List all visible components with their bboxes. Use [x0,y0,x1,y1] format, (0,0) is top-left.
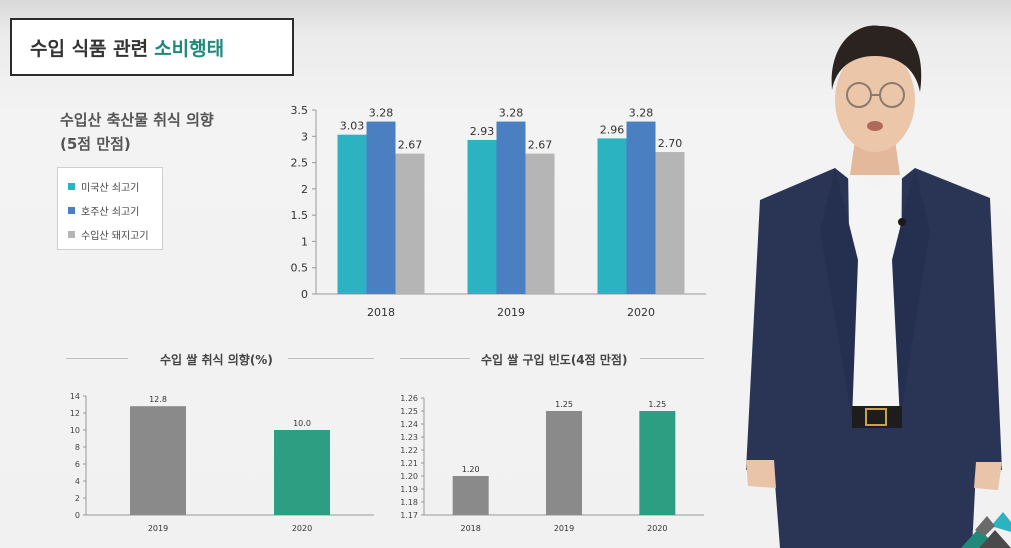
rice-intent-y-tick-label: 4 [75,477,80,486]
main-bar [467,139,497,294]
rice-frequency-y-tick-label: 1.26 [400,394,418,403]
main-bar [626,121,656,295]
rice-frequency-title: 수입 쌀 구입 빈도(4점 만점) [481,353,628,367]
main-bar-data-label: 2.67 [528,139,553,152]
legend-label-us-beef: 미국산 쇠고기 [81,182,140,194]
rice-intent-bar-data-label: 10.0 [293,419,311,428]
rice-frequency-y-tick-label: 1.20 [400,472,418,481]
rice-intent-x-tick-label: 2020 [292,524,312,533]
rice-intent-bar [274,430,330,515]
main-y-tick-label: 1 [301,235,308,248]
rice-frequency-bar-data-label: 1.25 [555,400,573,409]
main-bar [496,121,526,295]
rice-frequency-bar [452,476,489,515]
main-x-tick-label: 2019 [497,306,525,319]
rice-frequency-x-tick-label: 2018 [460,524,480,533]
main-bar [337,134,367,294]
main-chart-legend: 미국산 쇠고기 호주산 쇠고기 수입산 돼지고기 [57,167,163,250]
main-bar-data-label: 2.96 [600,123,625,136]
rice-frequency-bar-data-label: 1.25 [648,400,666,409]
main-bar [366,121,396,295]
rice-frequency-bar [546,411,582,515]
main-y-tick-label: 3.5 [291,104,309,117]
legend-item-us-beef: 미국산 쇠고기 [68,174,162,198]
rice-intent-title-line-right [288,358,374,359]
main-bar-data-label: 3.28 [629,107,654,120]
rice-frequency-y-tick-label: 1.21 [400,459,418,468]
rice-frequency-title-line-right [640,358,704,359]
rice-intent-x-tick-label: 2019 [148,524,168,533]
rice-intent-y-tick-label: 0 [75,511,80,520]
legend-swatch-pork [68,230,75,238]
main-bar [597,138,627,294]
rice-frequency-y-tick-label: 1.24 [400,420,418,429]
rice-intent-bar [130,406,186,515]
main-bar-chart: 0 0.5 1 1.5 2 2.5 3 3.5 3.03 3.28 2.67 2018 2.93 3.28… [291,104,706,319]
legend-swatch-au-beef [68,206,75,214]
rice-frequency-y-tick-label: 1.19 [400,485,418,494]
main-y-tick-label: 0 [301,288,308,301]
rice-frequency-bar [639,411,676,515]
rice-frequency-y-tick-label: 1.22 [400,446,418,455]
main-chart-heading: 수입산 축산물 취식 의향 (5점 만점) [60,108,214,156]
rice-frequency-y-tick-label: 1.25 [400,407,418,416]
main-bar-data-label: 3.28 [369,107,394,120]
rice-intent-y-tick-label: 6 [75,460,80,469]
main-chart-heading-line1: 수입산 축산물 취식 의향 [60,111,214,129]
rice-frequency-y-tick-label: 1.18 [400,498,418,507]
main-y-tick-label: 2 [301,183,308,196]
slide-title-highlight: 소비행태 [154,37,225,60]
slide-title-main: 수입 식품 관련 [30,37,149,60]
legend-label-pork: 수입산 돼지고기 [81,230,149,242]
main-x-tick-label: 2020 [627,306,655,319]
main-bar-data-label: 2.93 [470,125,495,138]
rice-intent-y-tick-label: 14 [70,392,80,401]
rice-intent-title: 수입 쌀 취식 의향(%) [160,353,273,367]
rice-intent-y-tick-label: 10 [70,426,80,435]
rice-intent-title-line-left [66,358,128,359]
rice-frequency-title-line-left [400,358,470,359]
main-chart-heading-line2: (5점 만점) [60,135,131,153]
legend-item-au-beef: 호주산 쇠고기 [68,198,162,222]
main-x-tick-label: 2018 [367,306,395,319]
rice-frequency-x-tick-label: 2019 [554,524,574,533]
main-bar [395,153,425,294]
rice-frequency-y-tick-label: 1.17 [400,511,418,520]
main-y-tick-label: 3 [301,130,308,143]
main-bar-data-label: 2.67 [398,139,423,152]
main-bar [525,153,555,294]
presenter-video [746,25,1002,548]
main-bar-data-label: 3.03 [340,120,365,133]
corner-logo-icon [961,512,1011,548]
rice-frequency-bar-chart: 1.17 1.18 1.19 1.20 1.21 1.22 1.23 1.24 1.25 1.26… [400,394,704,533]
legend-label-au-beef: 호주산 쇠고기 [81,206,140,218]
rice-frequency-x-tick-label: 2020 [647,524,667,533]
rice-intent-bar-chart: 0 2 4 6 8 10 12 14 12.8 2019 10.0 2020 [70,392,374,533]
rice-intent-bar-data-label: 12.8 [149,395,167,404]
legend-item-pork: 수입산 돼지고기 [68,222,162,246]
rice-intent-y-tick-label: 8 [75,443,80,452]
rice-intent-y-tick-label: 2 [75,494,80,503]
main-y-tick-label: 0.5 [291,262,309,275]
rice-frequency-bar-data-label: 1.20 [462,465,480,474]
main-y-tick-label: 1.5 [291,209,309,222]
slide-title: 수입 식품 관련 소비행태 [10,18,294,76]
legend-swatch-us-beef [68,182,75,190]
main-bar-data-label: 3.28 [499,107,524,120]
main-bar [655,152,685,294]
rice-intent-y-tick-label: 12 [70,409,80,418]
rice-frequency-y-tick-label: 1.23 [400,433,418,442]
main-y-tick-label: 2.5 [291,157,309,170]
main-bar-data-label: 2.70 [658,137,683,150]
